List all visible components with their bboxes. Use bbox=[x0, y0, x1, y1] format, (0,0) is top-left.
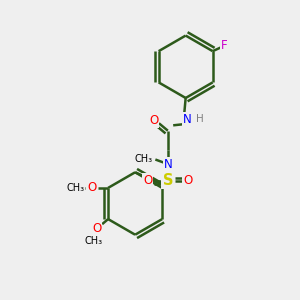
Text: CH₃: CH₃ bbox=[84, 236, 102, 246]
Text: N: N bbox=[164, 158, 173, 171]
Text: O: O bbox=[149, 114, 158, 127]
Text: O: O bbox=[92, 222, 101, 235]
Text: H: H bbox=[196, 114, 203, 124]
Text: CH₃: CH₃ bbox=[134, 154, 152, 164]
Text: N: N bbox=[183, 113, 192, 126]
FancyBboxPatch shape bbox=[161, 174, 174, 187]
Text: O: O bbox=[143, 174, 152, 187]
Text: CH₃: CH₃ bbox=[66, 183, 85, 193]
Text: O: O bbox=[183, 174, 193, 187]
Text: F: F bbox=[221, 39, 227, 52]
Text: O: O bbox=[87, 182, 96, 194]
Text: S: S bbox=[163, 173, 173, 188]
